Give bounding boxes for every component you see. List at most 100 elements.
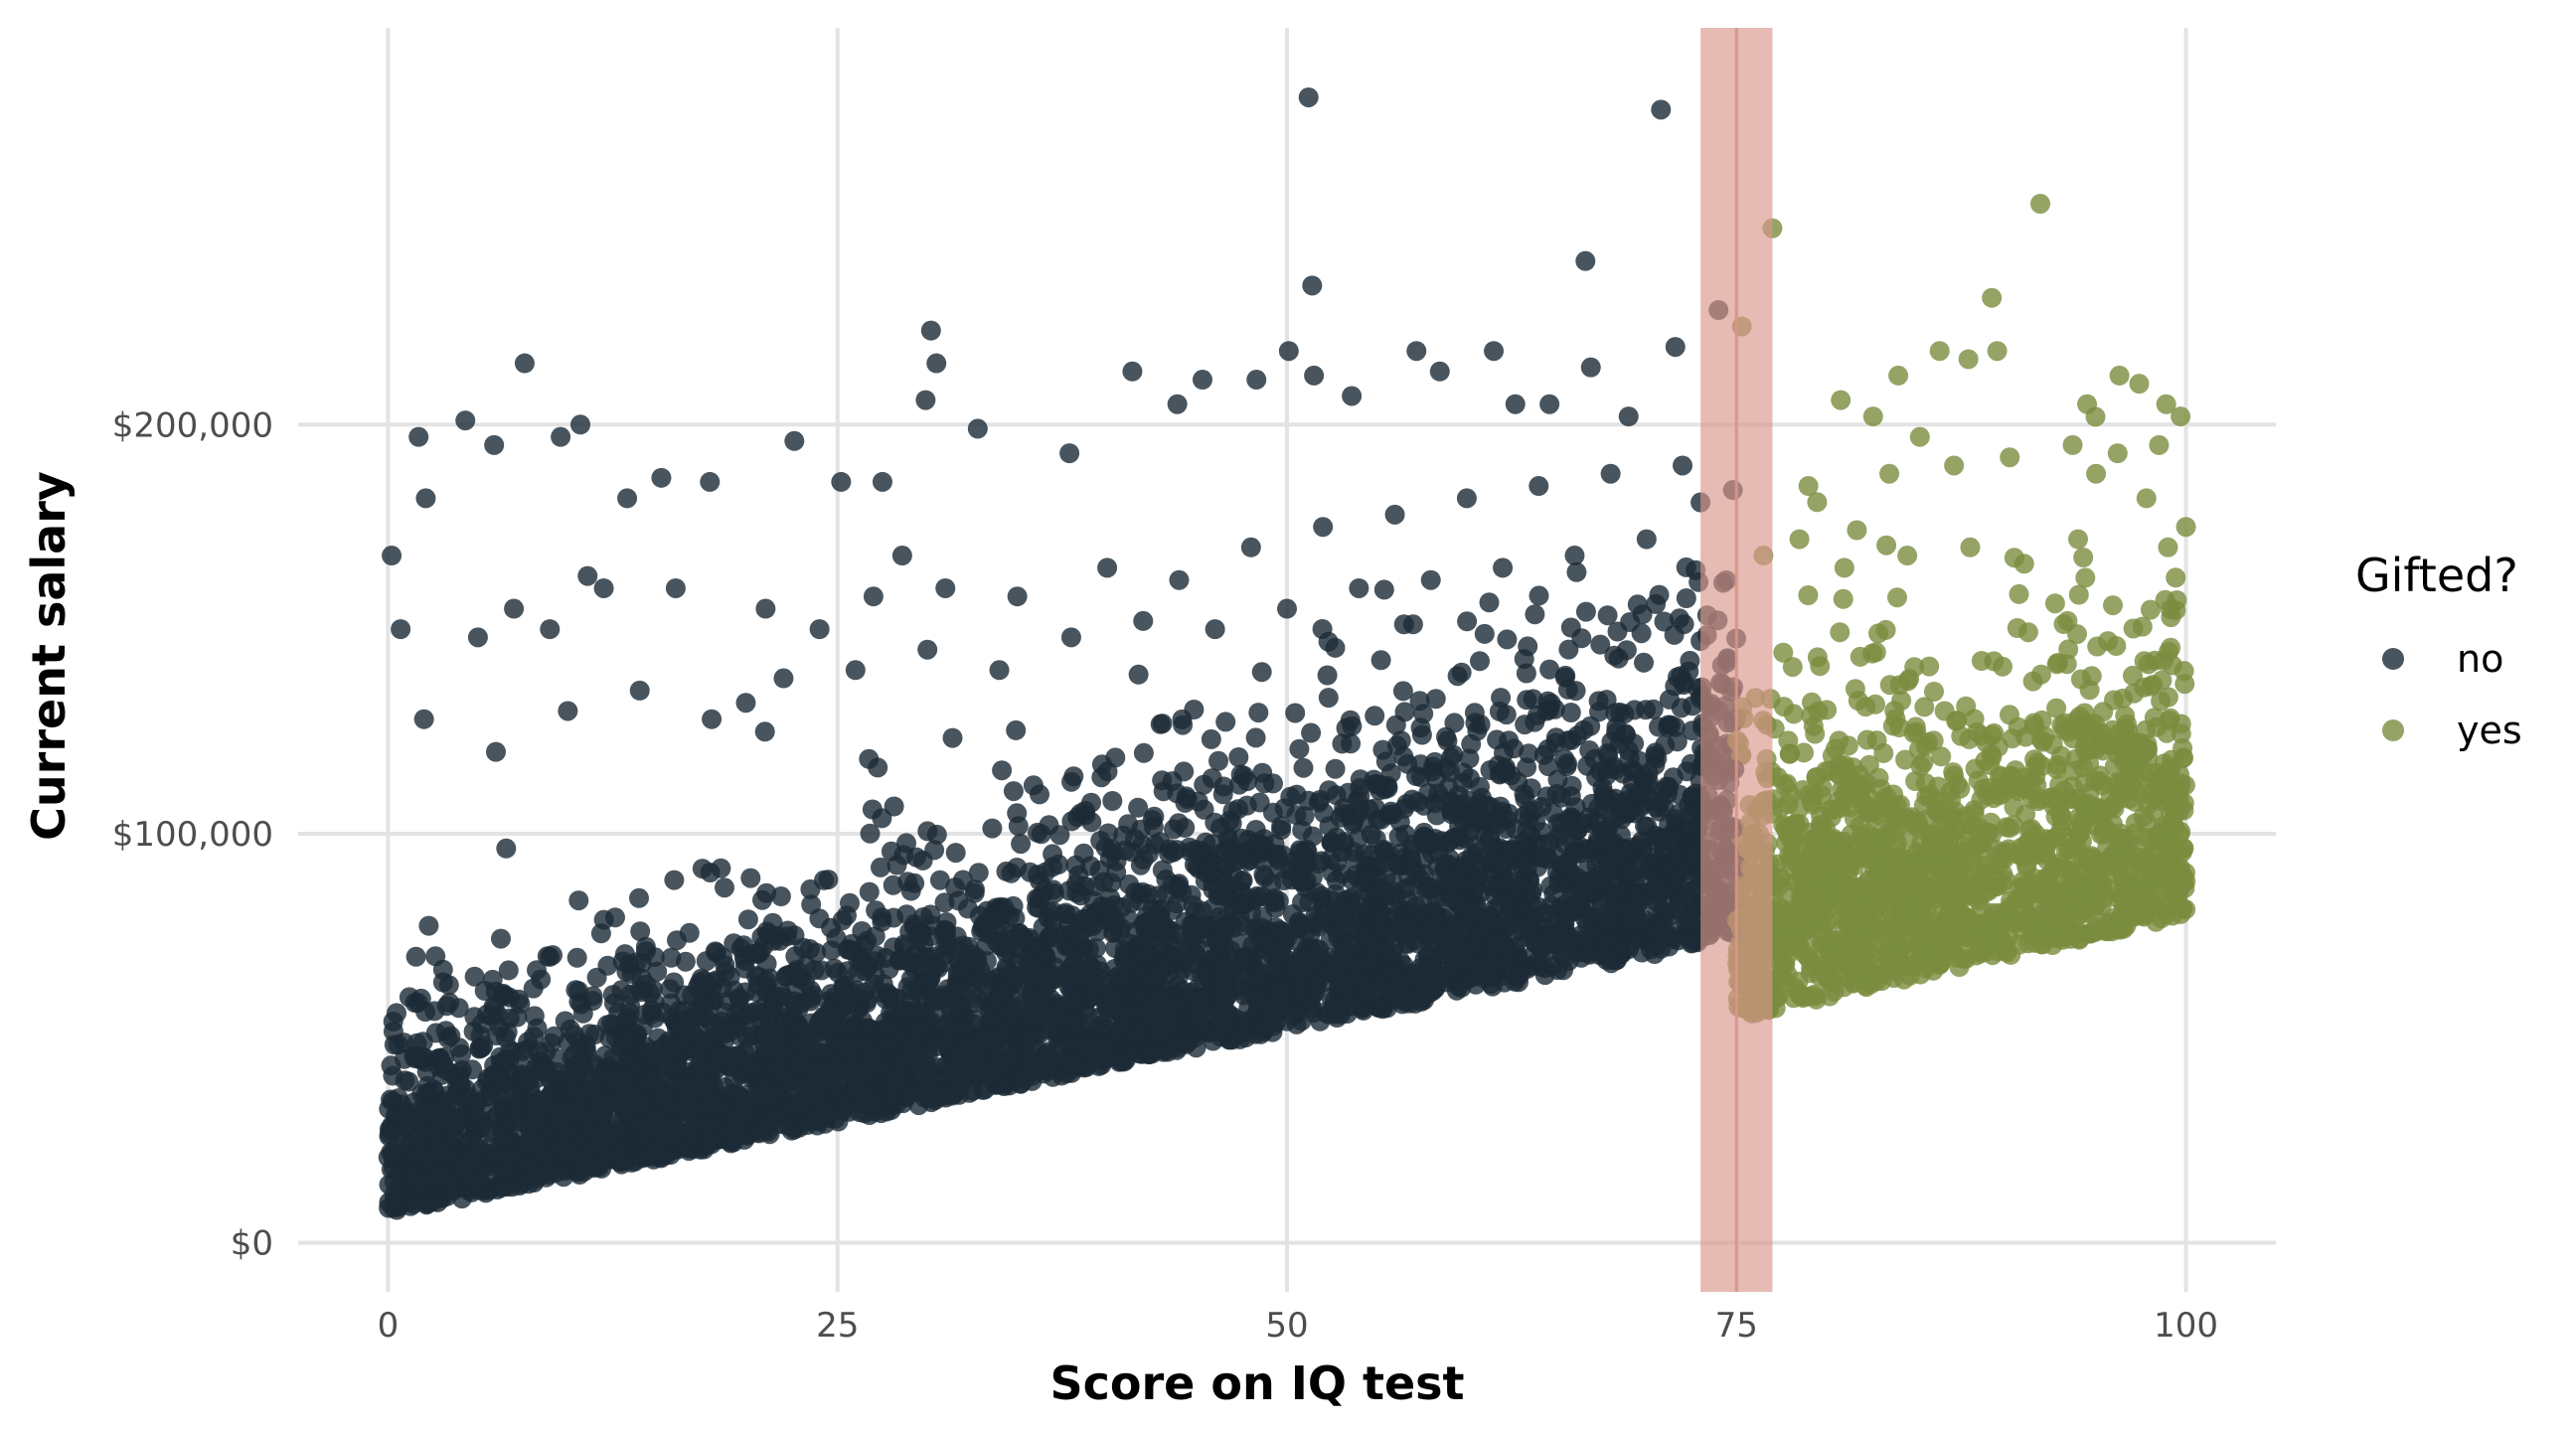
data-point-no <box>915 390 936 410</box>
legend-label-yes: yes <box>2457 709 2522 752</box>
data-point-no <box>558 701 578 721</box>
data-point-no <box>391 619 411 640</box>
data-point-no <box>872 471 892 492</box>
data-point-no <box>755 598 776 619</box>
data-point-no <box>989 660 1010 681</box>
data-point-no <box>1240 537 1261 557</box>
data-point-yes <box>2175 517 2196 538</box>
data-point-no <box>1505 394 1526 414</box>
data-point-no <box>1302 275 1323 296</box>
data-point-no <box>1575 250 1596 271</box>
data-point-no <box>651 467 672 488</box>
data-point-no <box>415 488 436 509</box>
data-point-yes <box>2077 394 2098 414</box>
data-point-yes <box>1897 546 1918 566</box>
legend-marker-no <box>2382 648 2404 670</box>
data-point-no <box>484 434 505 455</box>
data-point-no <box>1167 394 1188 414</box>
data-point-yes <box>2109 365 2130 386</box>
data-point-yes <box>1987 341 2008 362</box>
data-point-no <box>1205 619 1225 640</box>
axis-layer: 0 25 50 75 100 $0 $100,000 $200,000 Score on IQ … <box>22 405 2218 1410</box>
data-point-yes <box>1834 557 1854 578</box>
x-axis-title: Score on IQ test <box>1049 1356 1464 1410</box>
data-point-no <box>617 488 638 509</box>
data-point-no <box>1529 476 1549 497</box>
data-point-no <box>1539 394 1560 414</box>
data-point-no <box>551 426 571 447</box>
data-point-no <box>784 430 805 451</box>
data-point-no <box>1618 406 1639 427</box>
data-point-no <box>1313 517 1334 538</box>
data-point-yes <box>1960 537 1981 557</box>
data-point-yes <box>1909 426 1930 447</box>
data-point-no <box>863 586 884 607</box>
data-point-no <box>1246 370 1267 391</box>
legend-label-no: no <box>2457 637 2503 681</box>
data-point-no <box>1406 341 1427 362</box>
legend: Gifted? no yes <box>2355 549 2522 752</box>
data-point-no <box>570 414 591 435</box>
data-point-no <box>702 709 723 729</box>
threshold-band-layer <box>1700 28 1773 1292</box>
data-point-no <box>1007 586 1028 607</box>
x-tick-label: 50 <box>1265 1306 1308 1346</box>
data-point-no <box>504 598 525 619</box>
data-point-no <box>1651 99 1672 120</box>
data-point-no <box>926 353 947 374</box>
data-point-yes <box>1798 476 1819 497</box>
data-point-no <box>1342 386 1363 406</box>
data-point-no <box>593 577 614 598</box>
data-point-yes <box>1879 463 1900 484</box>
x-tick-label: 75 <box>1715 1306 1758 1346</box>
data-point-no <box>1420 569 1441 590</box>
data-point-no <box>382 546 402 566</box>
data-point-no <box>1384 504 1405 525</box>
data-point-no <box>1298 86 1319 107</box>
data-point-yes <box>1789 529 1810 550</box>
data-point-no <box>700 471 721 492</box>
data-point-yes <box>1958 349 1979 370</box>
data-point-no <box>891 546 912 566</box>
data-point-no <box>1600 463 1621 484</box>
data-point-yes <box>2086 463 2107 484</box>
data-point-no <box>540 619 561 640</box>
data-point-yes <box>1982 287 2003 308</box>
data-point-yes <box>2129 374 2150 395</box>
data-point-yes <box>1862 406 1883 427</box>
data-point-no <box>486 741 506 762</box>
data-point-no <box>809 619 830 640</box>
data-point-no <box>1278 341 1299 362</box>
y-axis-title: Current salary <box>22 471 76 841</box>
data-point-no <box>831 471 852 492</box>
data-point-no <box>629 680 650 701</box>
dense-point-cloud <box>378 406 2196 1220</box>
legend-marker-yes <box>2382 719 2404 741</box>
data-point-no <box>917 639 938 660</box>
legend-title: Gifted? <box>2355 549 2518 602</box>
x-tick-label: 25 <box>816 1306 859 1346</box>
data-point-no <box>1060 627 1081 648</box>
y-tick-label: $0 <box>231 1224 273 1264</box>
data-point-no <box>1456 488 1477 509</box>
data-point-no <box>514 353 535 374</box>
data-point-no <box>920 320 941 341</box>
data-point-yes <box>2107 443 2128 464</box>
data-point-no <box>1133 610 1154 631</box>
data-point-no <box>1665 337 1686 358</box>
data-point-yes <box>1888 365 1909 386</box>
data-point-yes <box>2171 406 2191 427</box>
data-point-yes <box>1831 390 1852 410</box>
data-point-no <box>1564 546 1585 566</box>
data-point-yes <box>2062 434 2083 455</box>
y-tick-label: $200,000 <box>112 405 273 445</box>
x-tick-label: 100 <box>2154 1306 2218 1346</box>
data-point-no <box>845 660 866 681</box>
data-point-no <box>1304 365 1325 386</box>
data-point-no <box>1097 557 1118 578</box>
data-point-no <box>413 709 434 729</box>
y-tick-label: $100,000 <box>112 815 273 855</box>
data-point-yes <box>2030 194 2051 215</box>
data-point-no <box>1484 341 1505 362</box>
